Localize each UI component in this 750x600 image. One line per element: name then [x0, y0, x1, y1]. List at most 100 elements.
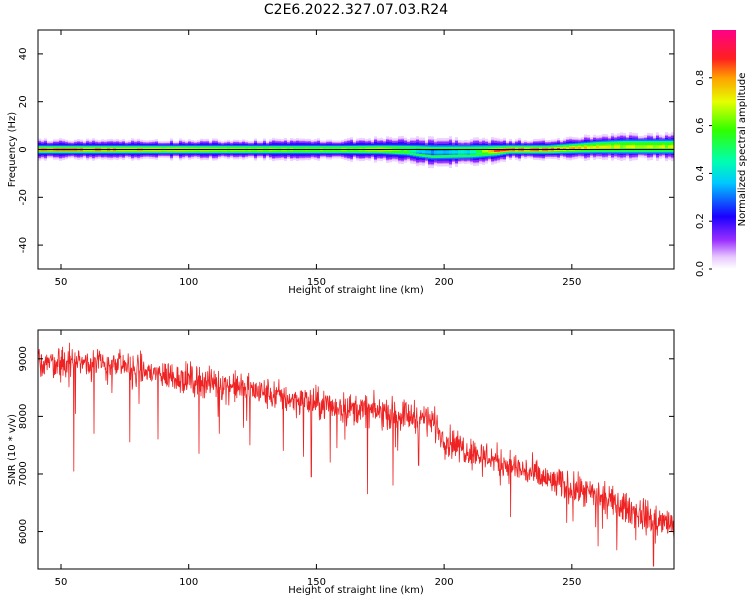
y-tick-label: -20 — [18, 189, 29, 205]
snr-x-label: Height of straight line (km) — [288, 585, 424, 596]
colorbar-tick-label: 0.6 — [695, 118, 706, 134]
colorbar-tick-label: 0.4 — [695, 165, 706, 181]
colorbar-tick-label: 0.8 — [695, 70, 706, 86]
band-cell — [410, 149, 413, 152]
band-cell — [413, 149, 416, 153]
band-cell — [668, 145, 671, 149]
band-cell — [401, 149, 404, 152]
band-cell — [632, 145, 635, 149]
band-cell — [446, 150, 449, 154]
band-cell — [437, 150, 440, 154]
band-cell — [443, 150, 446, 154]
band-cell — [458, 150, 461, 154]
band-cell — [656, 145, 659, 149]
colorbar-gradient — [712, 30, 736, 269]
band-cell — [566, 147, 569, 150]
band-cell — [590, 146, 593, 149]
band-cell — [593, 146, 596, 149]
snr-series-line — [37, 342, 675, 567]
y-tick-label: 8000 — [18, 404, 29, 429]
band-cell — [584, 146, 587, 149]
x-tick-label: 100 — [179, 277, 198, 288]
band-cell — [473, 150, 476, 154]
band-cell — [461, 150, 464, 154]
spectrogram-x-label: Height of straight line (km) — [288, 285, 424, 296]
band-cell — [602, 145, 605, 149]
snr-y-label: SNR (10 * v/v) — [7, 414, 18, 485]
x-tick-label: 150 — [307, 277, 326, 288]
band-cell — [425, 150, 428, 154]
band-cell — [482, 150, 485, 153]
band-cell — [470, 150, 473, 154]
band-cell — [587, 146, 590, 149]
band-cell — [647, 145, 650, 149]
band-cell — [599, 145, 602, 149]
band-cell — [620, 145, 623, 149]
band-cell — [416, 149, 419, 153]
x-tick-label: 200 — [435, 277, 454, 288]
band-cell — [614, 145, 617, 149]
band-cell — [596, 145, 599, 149]
x-tick-label: 250 — [562, 577, 581, 588]
band-cell — [581, 146, 584, 150]
snr-plot-frame — [37, 329, 675, 570]
band-cell — [497, 149, 500, 152]
band-cell — [671, 145, 674, 149]
x-tick-label: 250 — [562, 277, 581, 288]
y-tick-label: 7000 — [18, 461, 29, 486]
x-tick-label: 150 — [307, 577, 326, 588]
band-cell — [476, 150, 479, 153]
band-cell — [488, 149, 491, 153]
band-cell — [578, 146, 581, 150]
spectral-band — [38, 132, 674, 169]
band-cell — [467, 150, 470, 154]
band-cell — [428, 150, 431, 154]
colorbar: 0.0 0.2 0.4 0.6 0.8 Normalized spectral ampl… — [695, 30, 748, 277]
band-cell — [422, 150, 425, 153]
spectrogram-panel: 50 100 150 200 250 -40 -20 0 20 40 Height of str… — [7, 29, 675, 296]
band-cell — [560, 147, 563, 150]
band-cell — [419, 150, 422, 153]
band-cell — [611, 145, 614, 149]
band-cell — [644, 145, 647, 149]
y-tick-label: 40 — [18, 48, 29, 61]
y-tick-label: 0 — [18, 146, 29, 152]
band-cell — [617, 145, 620, 149]
band-cell — [449, 150, 452, 154]
band-cell — [638, 145, 641, 149]
y-tick-label: 20 — [18, 95, 29, 108]
x-tick-label: 50 — [55, 577, 68, 588]
band-cell — [407, 149, 410, 152]
band-cell — [404, 149, 407, 152]
spectrogram-x-axis: 50 100 150 200 250 — [55, 30, 581, 288]
band-cell — [572, 147, 575, 150]
band-cell — [650, 145, 653, 149]
snr-panel: 50 100 150 200 250 6000 7000 8000 9000 Height o… — [7, 329, 675, 596]
band-cell — [491, 149, 494, 153]
band-cell — [659, 145, 662, 149]
band-cell — [623, 145, 626, 149]
figure-title: C2E6.2022.327.07.03.R24 — [264, 2, 448, 18]
band-cell — [569, 147, 572, 150]
band-cell — [662, 145, 665, 149]
band-cell — [500, 149, 503, 152]
x-tick-label: 200 — [435, 577, 454, 588]
band-cell — [479, 150, 482, 153]
band-cell — [452, 150, 455, 154]
band-cell — [605, 145, 608, 149]
colorbar-tick-label: 0.2 — [695, 213, 706, 229]
band-cell — [485, 149, 488, 153]
snr-x-axis: 50 100 150 200 250 — [55, 330, 581, 588]
band-cell — [629, 145, 632, 149]
band-cell — [641, 145, 644, 149]
band-cell — [665, 145, 668, 149]
band-cell — [440, 150, 443, 154]
band-cell — [635, 145, 638, 149]
y-tick-label: -40 — [18, 237, 29, 253]
x-tick-label: 50 — [55, 277, 68, 288]
band-cell — [575, 147, 578, 150]
band-cell — [494, 149, 497, 152]
band-cell — [557, 148, 560, 150]
colorbar-tick-label: 0.0 — [695, 261, 706, 277]
